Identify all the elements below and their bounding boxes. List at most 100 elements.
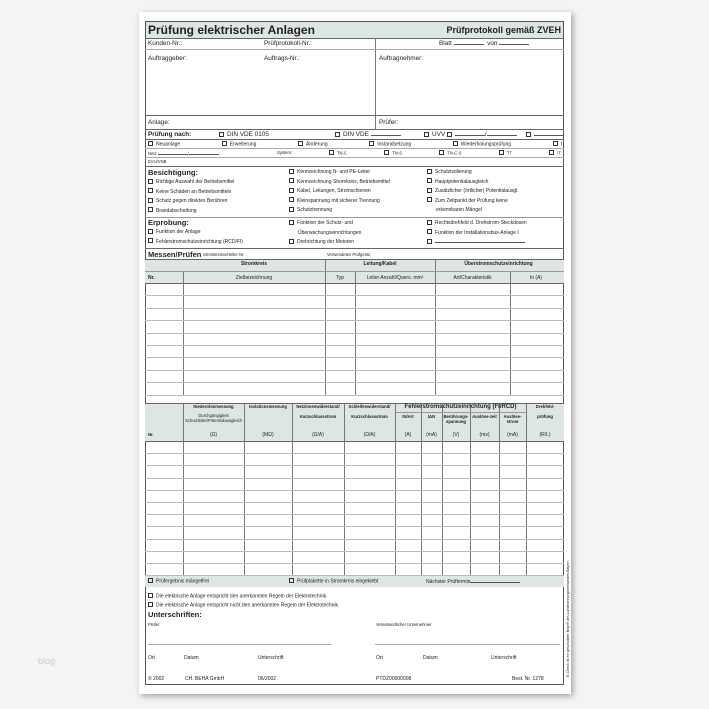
besichtigung-col2: Kennzeichnung N- und PE-Leiter Kennzeich…	[289, 168, 390, 216]
auftrags-nr-label: Auftrags-Nr.:	[264, 55, 300, 62]
checkbox-din-vde[interactable]: DIN VDE	[335, 131, 401, 138]
checkbox-tn-c[interactable]: TN-C	[329, 150, 347, 156]
checkbox-item[interactable]: Drehrichtung der Motoren	[289, 238, 361, 248]
checkbox-item[interactable]: Schutzisolierung	[427, 168, 519, 178]
table-row[interactable]	[145, 489, 564, 491]
checkbox-item[interactable]: Zusätzlicher (örtlicher) Potentialausgl.	[427, 187, 519, 197]
checkbox-item[interactable]: Kennzeichnung N- und PE-Leiter	[289, 168, 390, 178]
table-row[interactable]	[145, 514, 564, 516]
checkbox-item[interactable]: Kleinspannung mit sicherer Trennung	[289, 197, 390, 207]
checkbox-din-vde-0105[interactable]: DIN VDE 0105	[219, 131, 269, 138]
table-row[interactable]	[145, 357, 564, 359]
col-drehfeld: Drehfeld-	[535, 404, 555, 409]
checkbox-item[interactable]: Richtige Auswahl der Betriebsmittel	[148, 178, 234, 188]
checkbox-item[interactable]: Funktion der Schutz- und	[289, 219, 361, 229]
checkbox-i[interactable]: I	[552, 141, 562, 148]
table-row[interactable]	[145, 502, 564, 503]
table-row[interactable]	[145, 394, 564, 396]
checkbox-tn-s[interactable]: TN-S	[384, 150, 402, 156]
form-subtitle: Prüfprotokoll gemäß ZVEH	[446, 25, 561, 35]
table-row[interactable]	[145, 526, 564, 528]
form-page: Prüfung elektrischer Anlagen Prüfprotoko…	[139, 12, 571, 694]
checkbox-plakette[interactable]: Prüfplakette in Stromkreis eingeklebt	[289, 578, 378, 585]
checkbox-item[interactable]: Fehlerstromschutzeinrichtung (RCD/FI)	[148, 238, 243, 248]
watermark: blog	[38, 656, 56, 666]
von-label: von	[487, 40, 498, 47]
column-divider	[442, 403, 443, 576]
checkbox-maengelfrei[interactable]: Prüfergebnis mängelfrei	[148, 578, 209, 585]
checkbox-item[interactable]: Funktion der Anlage	[148, 228, 243, 238]
col-netz: Netzinnenwiderstand/	[296, 404, 340, 409]
table-row[interactable]	[145, 295, 564, 297]
datum-label: Datum	[184, 655, 199, 661]
table-row[interactable]	[145, 563, 564, 564]
checkbox-item-cont: erkennbaren Mängel	[436, 207, 482, 213]
table-row[interactable]	[145, 320, 564, 322]
col-unit: Nr.	[148, 432, 154, 437]
table-row[interactable]	[145, 538, 564, 540]
evu-label: EVU/VNB	[148, 159, 167, 164]
checkbox-item[interactable]: Funktion der Installationsbus-Anlage I	[427, 229, 527, 239]
col-nr: Nr.	[148, 275, 155, 281]
datum-label-2: Datum	[423, 655, 438, 661]
col-fi-sub: Auslöse-strom	[503, 414, 522, 424]
system-label: System:	[277, 150, 293, 155]
checkbox-item[interactable]	[427, 238, 527, 248]
col-schleife-sub: Kurzschlussstrom	[351, 414, 388, 419]
group-stromkreis: Stromkreis	[240, 261, 268, 267]
erprobung-col3: Rechtsdrehfeld d. Drehstrom-Steckdosen F…	[427, 219, 527, 248]
column-divider	[470, 403, 471, 576]
footer-date: 06/2002	[258, 676, 277, 682]
checkbox-instandsetzung[interactable]: Instandsetzung	[369, 141, 411, 148]
checkbox-other[interactable]	[526, 131, 564, 138]
checkbox-item[interactable]: Kennzeichnung Stromkreis, Betriebsmittel	[289, 178, 390, 188]
col-netz-sub: Kurzschlussstrom	[299, 414, 337, 419]
table-row[interactable]	[145, 575, 564, 577]
naechster-termin-field[interactable]: Nächster Prüftermin	[426, 578, 521, 585]
column-divider	[325, 259, 326, 395]
checkbox-uvv[interactable]: UVV /	[424, 131, 517, 138]
table-row[interactable]	[145, 453, 564, 455]
col-fi-sub: IΔN	[427, 414, 436, 419]
col-unit: (ms)	[479, 432, 490, 438]
checkbox-item[interactable]: Zum Zeitpunkt der Prüfung keine	[427, 197, 519, 207]
checkbox-wiederholung[interactable]: Wiederholungsprüfung	[452, 141, 511, 148]
footer-copyright: © 2002	[148, 676, 165, 682]
checkbox-entspricht[interactable]: Die elektrische Anlage entspricht den an…	[148, 593, 328, 600]
messen-heading: Messen/Prüfen	[148, 250, 202, 259]
checkbox-aenderung[interactable]: Änderung	[298, 141, 328, 148]
col-unit: (MΩ)	[262, 432, 274, 438]
col-fi-group: Fehlerstromschutzeinrichtung (FI/RCD)	[404, 404, 517, 410]
checkbox-tn-c-s[interactable]: TN-C-S	[439, 150, 462, 156]
col-unit: (mA)	[507, 432, 518, 438]
checkbox-tt[interactable]: TT	[498, 150, 512, 156]
checkbox-item[interactable]: Schutztrennung	[289, 206, 390, 216]
pruefer-signature-line[interactable]	[148, 644, 331, 645]
table-row[interactable]	[145, 477, 564, 479]
kunden-nr-label: Kunden-Nr.:	[148, 40, 183, 47]
group-ueberstrom: Überstromschutzeinrichtung	[464, 261, 533, 267]
table-row[interactable]	[145, 369, 564, 371]
checkbox-it[interactable]: IT	[549, 150, 561, 156]
unternehmer-signature-line[interactable]	[375, 644, 560, 645]
checkbox-item[interactable]: Hauptpotentialausgleich	[427, 178, 519, 188]
checkbox-erweiterung[interactable]: Erweiterung	[221, 141, 256, 148]
col-drehfeld-sub: prüfung	[537, 414, 553, 419]
checkbox-neuanlage[interactable]: Neuanlage	[148, 141, 180, 148]
table-row[interactable]	[145, 465, 564, 467]
checkbox-item[interactable]: Schutz gegen direktes Berühren	[148, 197, 234, 207]
auftraggeber-label: Auftraggeber:	[148, 55, 187, 62]
table-row[interactable]	[145, 382, 564, 384]
checkbox-item[interactable]: Keine Schäden an Betriebsmitteln	[148, 188, 234, 198]
checkbox-entspricht-nicht[interactable]: Die elektrische Anlage entspricht nicht …	[148, 602, 339, 609]
table-row[interactable]	[145, 332, 564, 334]
table-row[interactable]	[145, 345, 564, 346]
group-divider	[395, 412, 526, 413]
pruefung-nach-label: Prüfung nach:	[148, 131, 192, 138]
checkbox-item[interactable]: Rechtsdrehfeld d. Drehstrom-Steckdosen	[427, 219, 527, 229]
checkbox-item[interactable]: Brandabschottung	[148, 207, 234, 217]
checkbox-item[interactable]: Kabel, Leitungen, Stromschienen	[289, 187, 390, 197]
table-row[interactable]	[145, 307, 564, 309]
table-row[interactable]	[145, 550, 564, 552]
verteiler-label: Stromkreisverteiler Nr.	[203, 252, 245, 257]
